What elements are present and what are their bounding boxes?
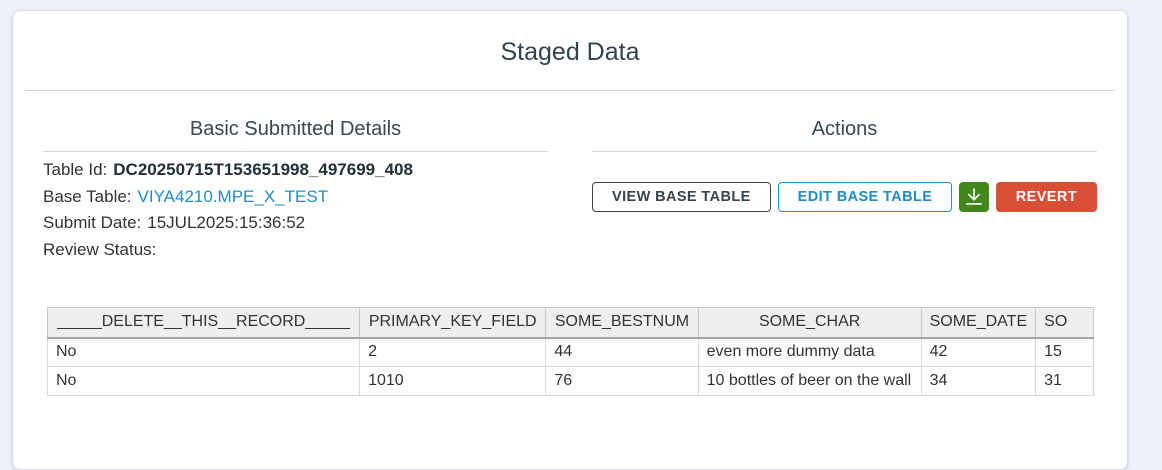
- actions-panel: Actions VIEW BASE TABLE EDIT BASE TABLE …: [592, 107, 1097, 263]
- review-status-row: Review Status:: [43, 237, 548, 264]
- review-status-label: Review Status:: [43, 239, 157, 259]
- page-title: Staged Data: [500, 38, 640, 66]
- cell-primary-key: 1010: [359, 366, 547, 396]
- download-button[interactable]: [959, 182, 989, 212]
- actions-heading: Actions: [592, 107, 1097, 152]
- table-row: No 1010 76 10 bottles of beer on the wal…: [47, 366, 1094, 396]
- table-header-row: _____DELETE__THIS__RECORD_____ PRIMARY_K…: [47, 307, 1094, 339]
- cell-some-date: 42: [920, 337, 1037, 367]
- table-id-label: Table Id:: [43, 160, 108, 179]
- staged-data-table-container: _____DELETE__THIS__RECORD_____ PRIMARY_K…: [47, 307, 1094, 396]
- cell-delete-flag: No: [47, 337, 361, 367]
- details-list: Table Id: DC20250715T153651998_497699_408…: [43, 157, 548, 263]
- edit-base-table-button[interactable]: EDIT BASE TABLE: [777, 182, 953, 212]
- column-header-some-date: SOME_DATE: [920, 307, 1037, 339]
- title-divider: [25, 90, 1115, 91]
- column-header-primary-key-field: PRIMARY_KEY_FIELD: [359, 307, 547, 339]
- column-header-clipped: SO: [1035, 307, 1094, 339]
- download-icon: [963, 186, 985, 208]
- details-heading: Basic Submitted Details: [43, 107, 548, 152]
- column-header-some-bestnum: SOME_BESTNUM: [545, 307, 699, 339]
- view-base-table-button[interactable]: VIEW BASE TABLE: [592, 182, 771, 212]
- cell-some-bestnum: 76: [545, 366, 699, 396]
- basic-submitted-details-panel: Basic Submitted Details Table Id: DC20250…: [43, 107, 548, 263]
- table-id-row: Table Id: DC20250715T153651998_497699_408: [43, 157, 548, 184]
- cell-some-char: 10 bottles of beer on the wall: [697, 366, 922, 396]
- submit-date-row: Submit Date: 15JUL2025:15:36:52: [43, 210, 548, 237]
- base-table-row: Base Table: VIYA4210.MPE_X_TEST: [43, 184, 548, 211]
- cell-some-date: 34: [920, 366, 1037, 396]
- table-row: No 2 44 even more dummy data 42 15: [47, 337, 1094, 367]
- submit-date-value: 15JUL2025:15:36:52: [147, 213, 306, 232]
- revert-button[interactable]: REVERT: [995, 182, 1097, 212]
- column-header-some-char: SOME_CHAR: [697, 307, 922, 339]
- cell-delete-flag: No: [47, 366, 361, 396]
- cell-clipped: 31: [1035, 366, 1094, 396]
- base-table-link[interactable]: VIYA4210.MPE_X_TEST: [137, 186, 329, 206]
- staged-data-card: Staged Data Basic Submitted Details Tabl…: [12, 10, 1128, 470]
- cell-some-char: even more dummy data: [697, 337, 922, 367]
- cell-some-bestnum: 44: [545, 337, 699, 367]
- submit-date-label: Submit Date:: [43, 213, 142, 232]
- cell-clipped: 15: [1035, 337, 1094, 367]
- staged-data-table: _____DELETE__THIS__RECORD_____ PRIMARY_K…: [47, 307, 1094, 396]
- column-header-delete-this-record: _____DELETE__THIS__RECORD_____: [47, 307, 361, 339]
- actions-button-row: VIEW BASE TABLE EDIT BASE TABLE REVERT: [592, 182, 1097, 212]
- cell-primary-key: 2: [359, 337, 547, 367]
- table-id-value: DC20250715T153651998_497699_408: [113, 160, 413, 179]
- base-table-label: Base Table:: [43, 186, 132, 206]
- details-actions-section: Basic Submitted Details Table Id: DC20250…: [43, 107, 1097, 263]
